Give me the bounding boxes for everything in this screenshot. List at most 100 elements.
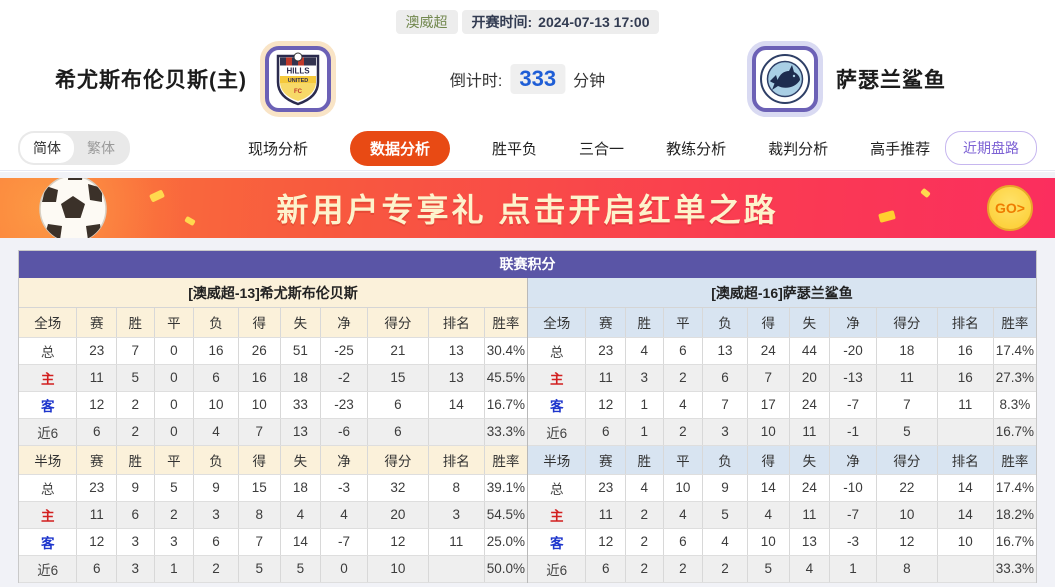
stat-cell: 32 [367, 474, 429, 502]
stat-cell: 12 [76, 391, 118, 419]
column-header: 胜 [625, 308, 664, 338]
stat-cell: 14 [937, 474, 994, 502]
stat-cell: 4 [280, 501, 322, 529]
column-header: 得 [747, 445, 790, 475]
go-button[interactable]: GO> [987, 185, 1033, 231]
stat-cell: 20 [367, 501, 429, 529]
stat-cell: 5 [280, 555, 322, 583]
stat-cell: 11 [789, 501, 831, 529]
column-header: 失 [789, 445, 831, 475]
stats-row: 近6 6 2 2 2 5 4 1 8 33.3% [528, 555, 1036, 583]
stat-cell: 9 [193, 474, 239, 502]
tab-三合一[interactable]: 三合一 [579, 140, 625, 158]
tab-高手推荐[interactable]: 高手推荐 [870, 140, 931, 158]
column-header: 平 [663, 308, 704, 338]
column-header: 负 [702, 308, 748, 338]
stat-cell: 2 [116, 391, 155, 419]
stat-cell: 0 [154, 391, 195, 419]
stat-cell [937, 418, 994, 446]
tab-教练分析[interactable]: 教练分析 [666, 140, 727, 158]
lang-simplified-button[interactable]: 简体 [20, 133, 74, 163]
stat-cell: 6 [367, 391, 429, 419]
lang-traditional-button[interactable]: 繁体 [87, 140, 115, 156]
stat-cell: 16 [937, 337, 994, 365]
row-label: 客 [19, 391, 78, 419]
stat-cell: 14 [747, 474, 790, 502]
away-team-block: 萨瑟兰鲨鱼 [752, 46, 946, 112]
language-toggle: 简体 繁体 [18, 131, 130, 165]
stat-cell: 11 [76, 364, 118, 392]
column-header-row: 全场赛胜平负得失净得分 排名 胜率 [19, 308, 527, 338]
tab-数据分析[interactable]: 数据分析 [350, 130, 451, 166]
column-header: 得 [747, 308, 790, 338]
stat-cell: 11 [876, 364, 938, 392]
column-header: 排名 [428, 308, 485, 338]
stat-cell: 11 [937, 391, 994, 419]
stat-cell: 11 [789, 418, 831, 446]
stats-row: 总 23 9 5 9 15 18 -3 32 8 39.1% [19, 474, 527, 502]
stats-row: 近6 6 2 0 4 7 13 -6 6 33.3% [19, 418, 527, 446]
stat-cell: 8.3% [993, 391, 1036, 419]
recent-odds-button[interactable]: 近期盘路 [945, 131, 1037, 165]
column-header: 排名 [937, 308, 994, 338]
row-label: 主 [528, 501, 587, 529]
stat-cell: 2 [193, 555, 239, 583]
stat-cell: 33.3% [993, 555, 1036, 583]
stat-cell: 10 [367, 555, 429, 583]
stat-cell: 12 [76, 528, 118, 556]
soccer-ball-icon [39, 178, 107, 238]
team-row: 希尤斯布伦贝斯(主) HILLS UNITED FC 倒计时: 333 [0, 34, 1055, 126]
stat-cell: 16.7% [993, 418, 1036, 446]
home-team-logo: HILLS UNITED FC [265, 46, 331, 112]
row-label: 主 [19, 501, 78, 529]
row-label: 总 [528, 474, 587, 502]
column-header: 得分 [367, 308, 429, 338]
hills-united-crest-icon: HILLS UNITED FC [276, 52, 320, 106]
stat-cell: 11 [585, 364, 627, 392]
stat-cell: 18 [280, 364, 322, 392]
stat-cell: 6 [116, 501, 155, 529]
stat-cell: 7 [238, 418, 281, 446]
stat-cell: 24 [789, 474, 831, 502]
column-header: 得分 [367, 445, 429, 475]
stat-cell: -3 [829, 528, 877, 556]
stat-cell [428, 555, 485, 583]
stat-cell: 6 [367, 418, 429, 446]
stats-row: 近6 6 3 1 2 5 5 0 10 50.0% [19, 555, 527, 583]
stat-cell: 18 [876, 337, 938, 365]
tab-裁判分析[interactable]: 裁判分析 [768, 140, 829, 158]
stat-cell: 1 [154, 555, 195, 583]
promo-banner[interactable]: 新用户专享礼 点击开启红单之路 GO> [0, 178, 1055, 238]
stats-row: 总 23 4 6 13 24 44 -20 18 16 17.4% [528, 337, 1036, 365]
stats-row: 主 11 5 0 6 16 18 -2 15 13 45.5% [19, 364, 527, 392]
column-header: 得 [238, 445, 281, 475]
stat-cell: 12 [876, 528, 938, 556]
stat-cell: 3 [702, 418, 748, 446]
stat-cell: 0 [154, 364, 195, 392]
kickoff-time-badge: 开赛时间: 2024-07-13 17:00 [461, 10, 660, 34]
row-label: 主 [528, 364, 587, 392]
stat-cell: 12 [585, 528, 627, 556]
tab-胜平负[interactable]: 胜平负 [492, 140, 538, 158]
column-header: 净 [829, 445, 877, 475]
stat-cell: 2 [154, 501, 195, 529]
column-header: 赛 [585, 445, 627, 475]
column-header-row: 全场赛胜平负得失净得分 排名 胜率 [528, 308, 1036, 338]
stat-cell: 20 [789, 364, 831, 392]
stat-cell: 0 [154, 418, 195, 446]
stat-cell: 13 [789, 528, 831, 556]
stat-cell: -2 [320, 364, 368, 392]
stat-cell: 13 [280, 418, 322, 446]
stat-cell: -10 [829, 474, 877, 502]
stat-cell: 3 [428, 501, 485, 529]
stats-row: 客 12 2 6 4 10 13 -3 12 10 16.7% [528, 528, 1036, 556]
stat-cell: 6 [585, 418, 627, 446]
column-header: 全场 [528, 308, 587, 338]
stat-cell: 9 [702, 474, 748, 502]
stat-cell: 16 [937, 364, 994, 392]
tab-现场分析[interactable]: 现场分析 [248, 140, 309, 158]
svg-text:HILLS: HILLS [286, 67, 310, 76]
stat-cell: -1 [829, 418, 877, 446]
stat-cell: 30.4% [484, 337, 527, 365]
stat-cell: -25 [320, 337, 368, 365]
